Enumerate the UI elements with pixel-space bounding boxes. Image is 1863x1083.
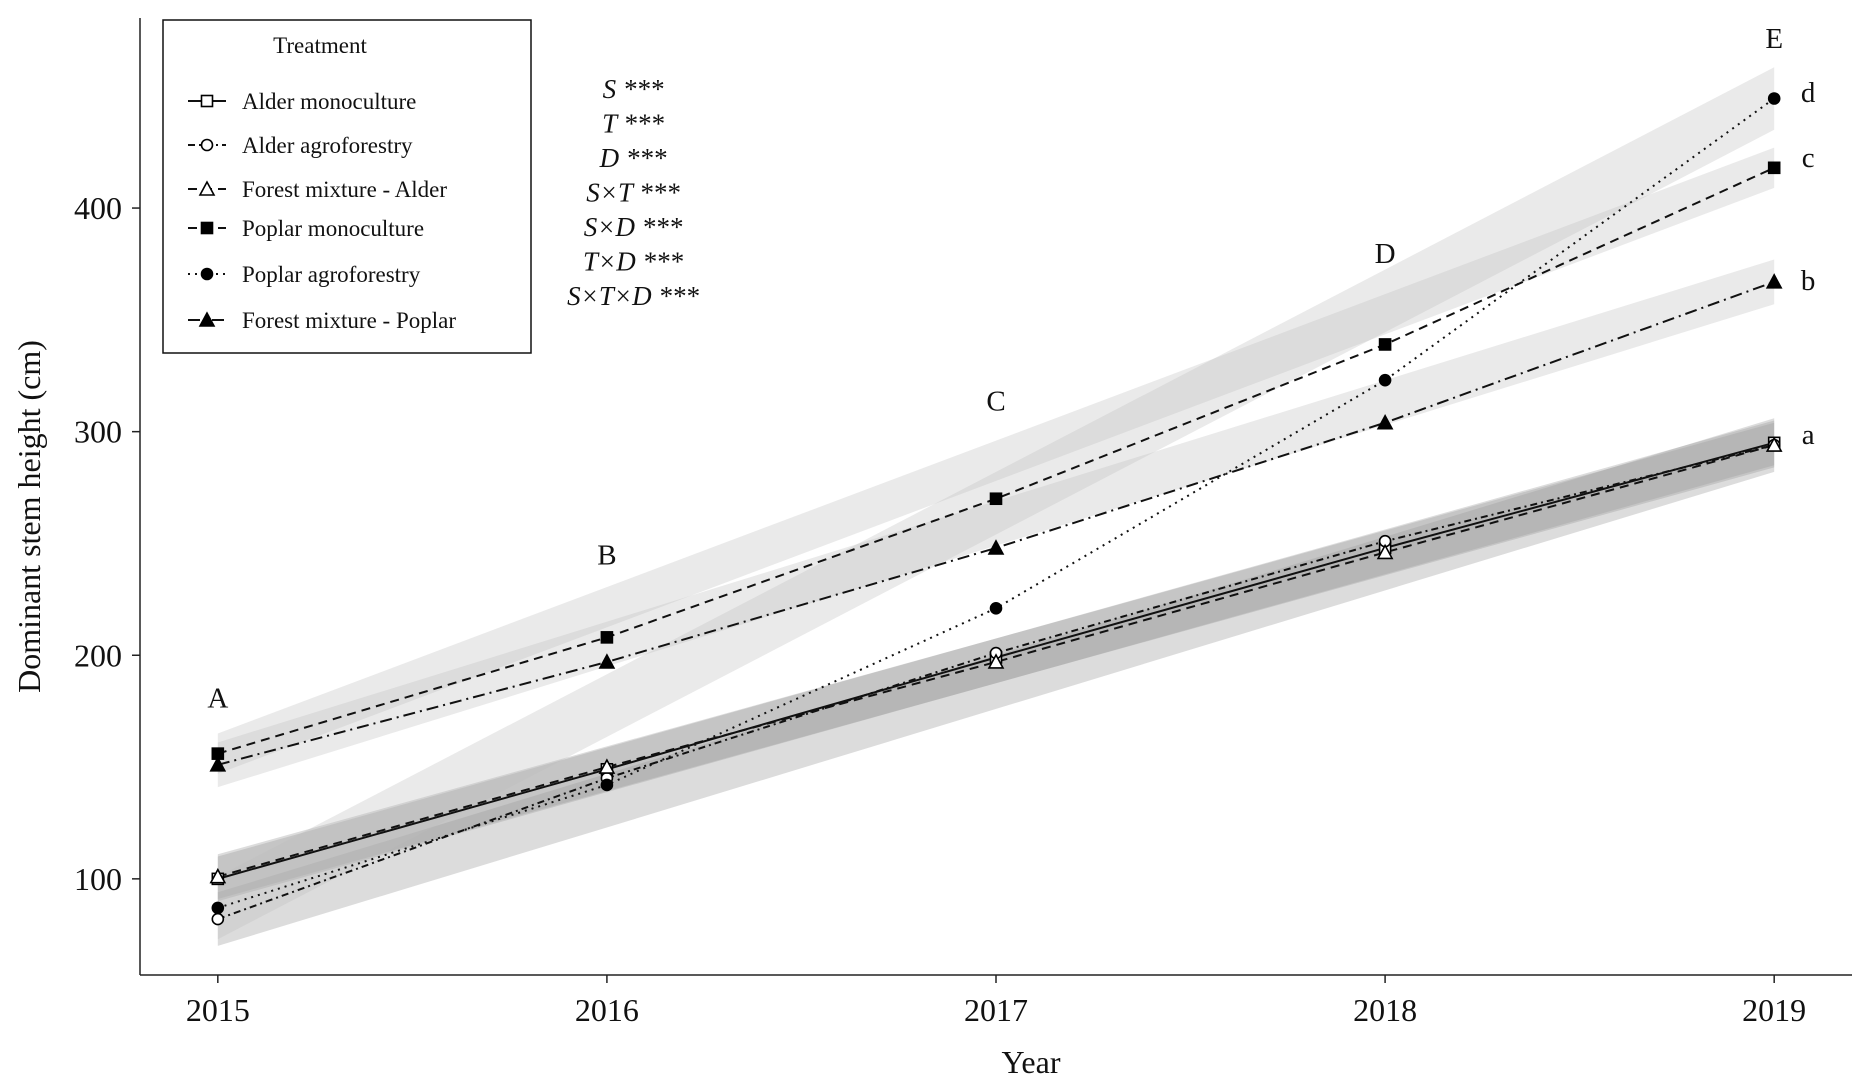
series-line (217, 280, 1775, 766)
legend-key-marker (198, 180, 216, 196)
legend-key-marker (200, 221, 214, 235)
significance-label: S×D *** (584, 212, 683, 242)
data-point (1378, 373, 1392, 387)
year-group-letter: E (1765, 23, 1783, 55)
significance-label: T *** (602, 109, 664, 139)
treatment-group-letter: b (1801, 265, 1816, 297)
legend: Treatment Alder monoculture Alder agrofore… (162, 19, 532, 354)
legend-key-marker (200, 267, 214, 281)
y-axis-title: Dominant stem height (cm) (11, 340, 47, 693)
data-point (598, 758, 616, 774)
legend-label: Alder agroforestry (242, 133, 413, 158)
x-tick-label: 2018 (1353, 992, 1417, 1028)
year-group-letter: C (986, 385, 1005, 417)
axes: 2015 2016 2017 2018 2019 100 200 300 400 Year Domi… (11, 18, 1852, 1080)
data-point (600, 631, 614, 644)
significance-label: T×D *** (583, 247, 683, 277)
legend-key-marker (198, 311, 216, 327)
confidence-band (217, 147, 1775, 774)
series-markers (209, 92, 1783, 926)
legend-key-marker (200, 94, 214, 108)
year-group-letter: A (207, 683, 228, 715)
y-tick-label: 200 (74, 637, 122, 673)
treatment-group-letter: a (1802, 419, 1815, 451)
data-point (211, 912, 225, 926)
y-tick-label: 300 (74, 414, 122, 450)
data-point (209, 756, 227, 772)
legend-label: Poplar agroforestry (242, 262, 421, 287)
data-point (1376, 543, 1394, 560)
significance-label: S×T×D *** (567, 281, 699, 311)
y-tick-label: 400 (74, 190, 122, 226)
legend-label: Forest mixture - Alder (242, 177, 447, 202)
data-point (1767, 92, 1781, 105)
data-point (211, 901, 225, 915)
data-point (987, 653, 1005, 669)
data-point (1376, 414, 1394, 430)
significance-label: S×T *** (586, 178, 680, 208)
data-point (1765, 436, 1783, 452)
treatment-group-letter: c (1802, 142, 1815, 174)
data-point (989, 492, 1003, 506)
data-point (1765, 273, 1783, 289)
significance-label: S *** (603, 74, 664, 104)
data-point (598, 653, 616, 669)
legend-box (162, 19, 532, 354)
x-tick-label: 2016 (575, 992, 639, 1028)
x-tick-label: 2019 (1742, 992, 1806, 1028)
data-point (989, 601, 1003, 615)
annotations: A B C D Ed c b a S *** T *** D *** S×T *** S×D *** T×… (207, 23, 1816, 715)
legend-label: Forest mixture - Poplar (242, 308, 456, 333)
x-tick-label: 2015 (186, 992, 250, 1028)
data-point (1767, 161, 1781, 175)
year-group-letter: B (597, 540, 616, 572)
data-point (1378, 338, 1392, 351)
treatment-group-letter: d (1801, 77, 1816, 109)
x-tick-label: 2017 (964, 992, 1028, 1028)
x-axis-title: Year (1002, 1044, 1061, 1080)
data-point (600, 778, 614, 792)
legend-label: Poplar monoculture (242, 216, 424, 241)
y-tick-label: 100 (74, 861, 122, 897)
significance-label: D *** (599, 143, 667, 173)
year-group-letter: D (1375, 238, 1396, 270)
series-line (217, 166, 1775, 755)
legend-label: Alder monoculture (242, 89, 416, 114)
data-point (209, 867, 227, 884)
legend-key-marker (200, 138, 214, 152)
data-point (987, 539, 1005, 555)
legend-title: Treatment (273, 33, 367, 58)
